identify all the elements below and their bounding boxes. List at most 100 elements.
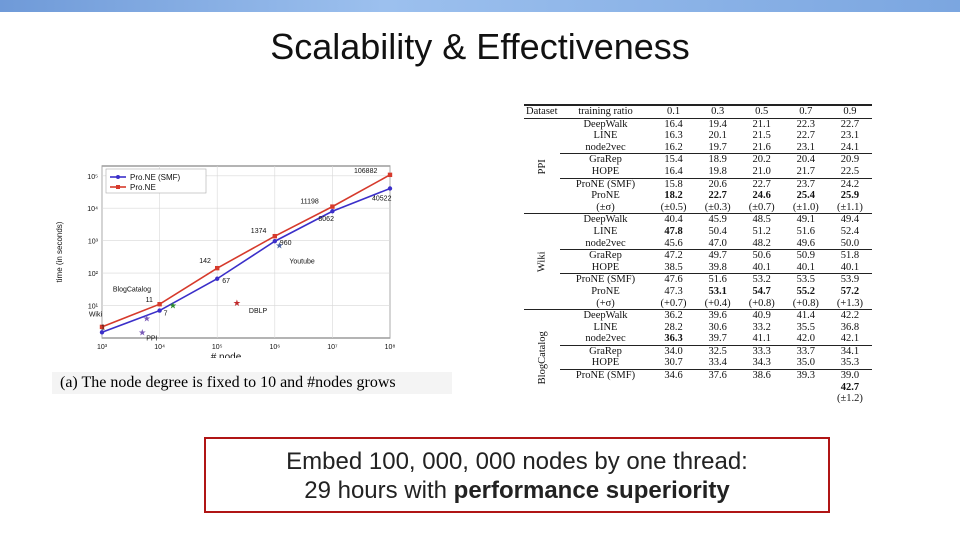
value-cell: 51.8	[827, 249, 872, 262]
table-header-cell: 0.7	[783, 104, 828, 119]
dataset-label: BlogCatalog	[536, 330, 548, 384]
series-line-prone	[101, 174, 391, 328]
method-cell: GraRep	[559, 249, 652, 262]
value-cell: 16.4	[651, 117, 696, 131]
data-point	[157, 302, 162, 307]
table-row: node2vec 45.6 47.0 48.2 49.6 50.0	[524, 238, 872, 250]
dataset-annotation: DBLP	[249, 308, 268, 315]
data-point	[272, 239, 277, 244]
value-cell: 49.7	[695, 249, 740, 262]
value-cell: (+0.7)	[660, 297, 687, 309]
value-cell: 47.0	[708, 237, 727, 249]
value-cell: (±0.3)	[704, 201, 731, 213]
value-cell: 16.4	[664, 165, 683, 177]
data-point	[157, 308, 162, 313]
table-header-cell: 0.5	[739, 104, 784, 119]
table-row: HOPE 16.4 19.8 21.0 21.7 22.5	[524, 166, 872, 178]
value-cell: 52.4	[840, 225, 860, 237]
value-cell: (±1.2)	[836, 393, 863, 405]
slide-title: Scalability & Effectiveness	[270, 26, 690, 67]
data-point	[99, 324, 105, 330]
table-header-cell: 0.1	[651, 104, 696, 119]
method-cell: node2vec	[585, 237, 626, 249]
y-tick-label: 10¹	[88, 304, 99, 311]
value-cell: 47.3	[664, 285, 683, 297]
point-value-label: 106882	[354, 168, 377, 175]
x-tick-label: 10⁷	[327, 344, 338, 351]
value-cell: 51.6	[796, 225, 816, 237]
value-cell: 54.7	[752, 285, 771, 297]
callout-box: Embed 100, 000, 000 nodes by one thread:…	[204, 437, 830, 513]
value-cell: 21.6	[752, 141, 771, 153]
value-cell: 20.2	[739, 153, 784, 166]
value-cell: (+0.8)	[792, 297, 819, 309]
value-cell	[740, 393, 784, 405]
value-cell: 20.1	[708, 130, 727, 142]
value-cell: 35.3	[840, 357, 860, 369]
method-cell: ProNE (SMF)	[559, 273, 652, 286]
legend-label: Pro.NE (SMF)	[130, 173, 181, 182]
value-cell: (±1.1)	[836, 201, 863, 213]
table-row: LINE 28.2 30.6 33.2 35.5 36.8	[524, 322, 872, 334]
value-cell: 28.2	[664, 321, 683, 333]
method-cell: HOPE	[591, 165, 620, 177]
value-cell: 41.4	[783, 309, 828, 322]
value-cell: 50.9	[783, 249, 828, 262]
x-tick-label: 10⁴	[154, 344, 165, 351]
top-accent-bar	[0, 0, 960, 12]
value-cell: 50.0	[840, 237, 860, 249]
legend-box	[105, 168, 207, 194]
dataset-annotation: Wiki	[89, 311, 103, 318]
dataset-star-icon: ★	[275, 241, 283, 251]
value-cell: 47.8	[664, 225, 683, 237]
table-row: (±1.2)	[524, 393, 872, 405]
value-cell: 34.3	[752, 357, 771, 369]
y-tick-label: 10⁵	[87, 174, 98, 181]
y-tick-label: 10⁴	[87, 206, 98, 213]
value-cell: 21.0	[752, 165, 771, 177]
table-row: LINE 16.3 20.1 21.5 22.7 23.1	[524, 130, 872, 142]
table-header-row: Dataset training ratio 0.1 0.3 0.5 0.7 0.9	[524, 104, 872, 119]
table-header-cell: 0.9	[827, 104, 872, 119]
value-cell	[784, 382, 828, 394]
data-point	[387, 172, 393, 178]
value-cell: 39.7	[708, 333, 727, 345]
value-cell: 39.6	[695, 309, 740, 322]
value-cell: 53.5	[783, 273, 828, 286]
dataset-star-icon: ★	[143, 313, 151, 323]
series-line-prone-smf	[101, 187, 391, 334]
value-cell: 24.2	[827, 177, 872, 191]
value-cell: 22.3	[783, 117, 828, 131]
dataset-star-icon: ★	[233, 298, 241, 308]
value-cell: 18.9	[695, 153, 740, 166]
x-tick-label: 10³	[97, 344, 108, 351]
x-tick-label: 10⁸	[385, 344, 396, 351]
value-cell: 40.1	[796, 261, 816, 273]
callout-line-2: 29 hours with performance superiority	[206, 476, 828, 505]
method-cell: DeepWalk	[559, 213, 652, 226]
point-value-label: 8062	[318, 216, 334, 223]
value-cell: 53.1	[708, 285, 727, 297]
value-cell: 21.1	[739, 117, 784, 131]
table-row: node2vec 36.3 39.7 41.1 42.0 42.1	[524, 333, 872, 345]
table-row: (+σ) (+0.7) (+0.4) (+0.8) (+0.8) (+1.3)	[524, 298, 872, 310]
table-row: HOPE 30.7 33.4 34.3 35.0 35.3	[524, 357, 872, 369]
value-cell	[652, 393, 696, 405]
value-cell: 35.0	[796, 357, 816, 369]
value-cell: 49.4	[827, 213, 872, 226]
table-row: LINE 47.8 50.4 51.2 51.6 52.4	[524, 226, 872, 238]
value-cell: 25.4	[796, 190, 816, 202]
table-row: ProNE 47.3 53.1 54.7 55.2 57.2	[524, 286, 872, 298]
value-cell: 47.2	[651, 249, 696, 262]
dataset-cell: PPI	[524, 117, 560, 214]
value-cell: 53.9	[827, 273, 872, 286]
dataset-cell: Wiki	[524, 213, 560, 310]
dataset-label: PPI	[536, 158, 548, 174]
scalability-chart: 10³ 10⁴ 10⁵ 10⁶ 10⁷ 10⁸ 10¹ 10² 10³ 10⁴ 10⁵ # node t…	[50, 158, 452, 363]
value-cell: 20.4	[783, 153, 828, 166]
value-cell: 22.7	[827, 117, 872, 131]
value-cell: 22.7	[739, 177, 784, 191]
value-cell: 34.0	[651, 344, 696, 358]
value-cell: 33.3	[739, 344, 784, 358]
